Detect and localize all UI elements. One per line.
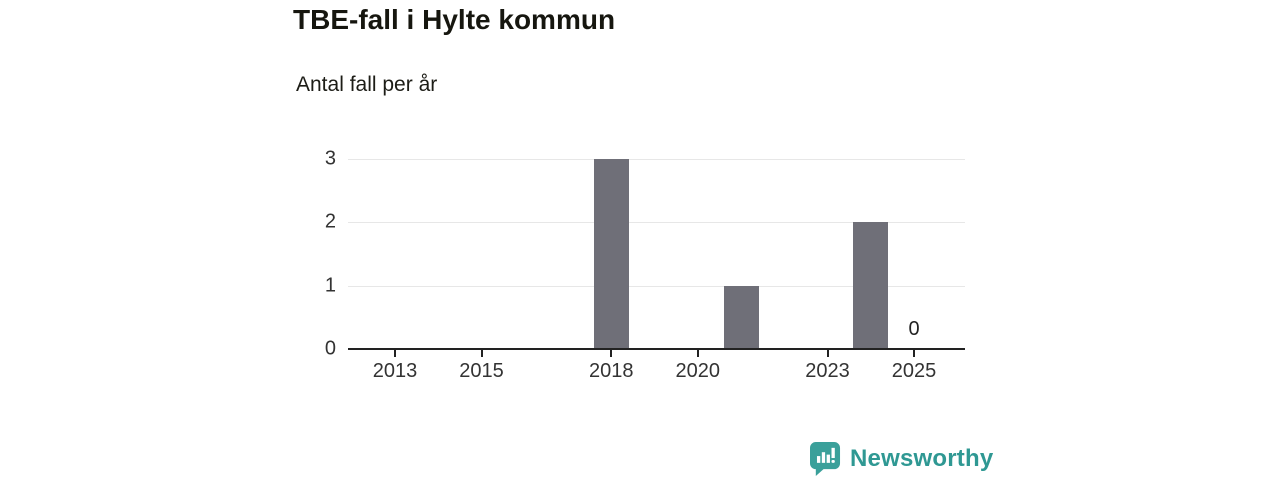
- x-axis-label-2018: 2018: [589, 360, 634, 382]
- gridline-y1: [348, 285, 965, 287]
- y-axis-label-3: 3: [324, 147, 336, 169]
- bar-2018: [593, 158, 629, 349]
- x-axis-tick-2013: [394, 350, 396, 357]
- newsworthy-speech-bubble-bar-chart-icon: [810, 442, 841, 476]
- x-axis-tick-2025: [913, 350, 915, 357]
- bar-2024: [853, 222, 889, 349]
- gridline-y2: [348, 222, 965, 223]
- x-axis-tick-2023: [826, 350, 829, 357]
- y-axis-label-0: 0: [324, 337, 336, 360]
- x-axis-label-2023: 2023: [805, 360, 850, 382]
- chart-subtitle: Antal fall per år: [296, 73, 438, 96]
- newsworthy-logo: Newsworthy: [810, 441, 993, 476]
- bar-2021: [723, 285, 759, 349]
- chart-title: TBE-fall i Hylte kommun: [293, 4, 616, 35]
- y-axis-label-2: 2: [324, 210, 336, 233]
- x-axis-label-2015: 2015: [459, 360, 504, 382]
- x-axis-label-2020: 2020: [675, 360, 721, 382]
- x-axis-tick-2020: [696, 350, 699, 357]
- x-axis-line: [348, 348, 965, 350]
- gridline-y3: [348, 158, 965, 160]
- x-axis-tick-2015: [480, 350, 483, 357]
- y-axis-label-1: 1: [324, 274, 336, 296]
- newsworthy-logo-text: Newsworthy: [850, 444, 994, 472]
- x-axis-tick-2018: [610, 350, 613, 357]
- bar-annotation-2025: 0: [908, 318, 920, 340]
- x-axis-label-2013: 2013: [372, 360, 418, 382]
- x-axis-label-2025: 2025: [891, 360, 937, 382]
